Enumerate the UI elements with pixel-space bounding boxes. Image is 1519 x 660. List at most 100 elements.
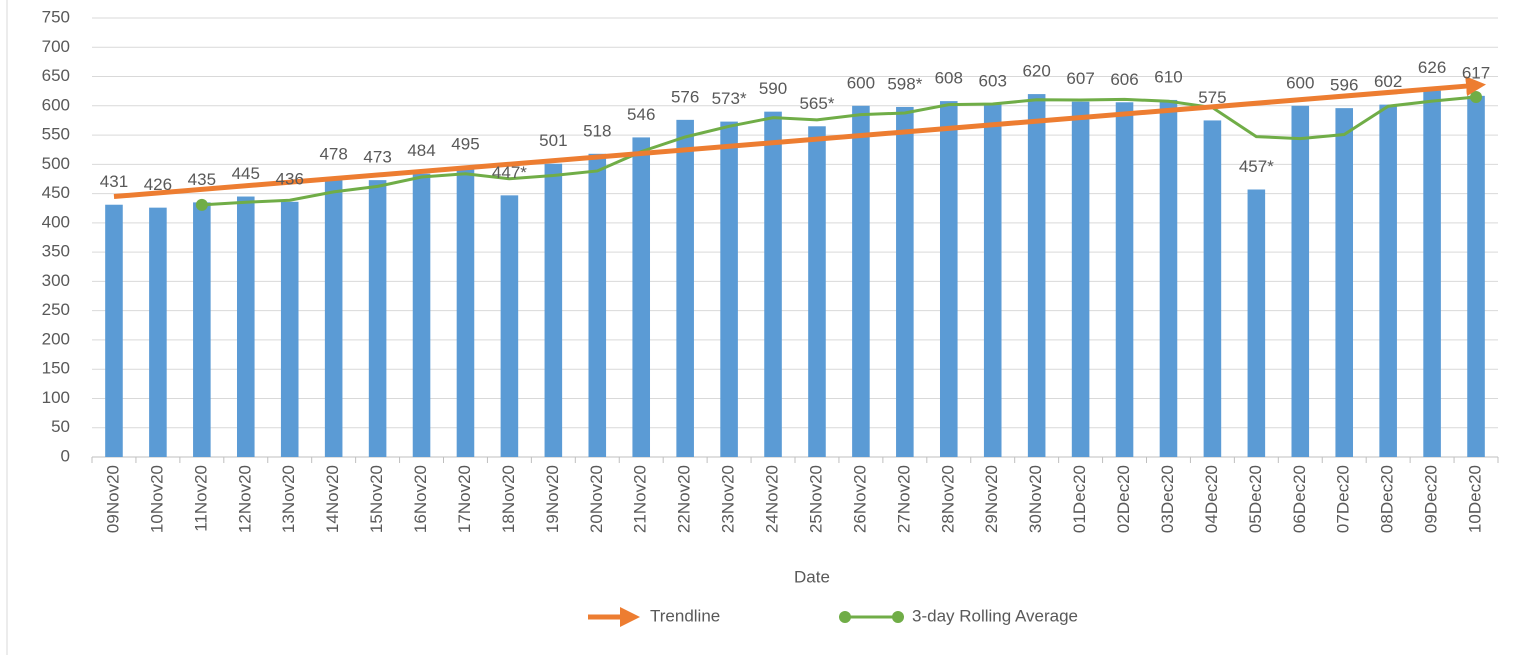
bar [1071, 101, 1090, 457]
bar [412, 173, 431, 457]
x-tick-label: 08Dec20 [1378, 465, 1397, 533]
bar [808, 126, 826, 457]
bar [193, 202, 211, 457]
bar [280, 201, 299, 457]
bar [456, 167, 475, 457]
bar [983, 104, 1002, 457]
data-label: 576 [671, 87, 699, 106]
data-label: 596 [1330, 76, 1358, 95]
bar [1159, 99, 1178, 458]
rolling-average-marker [1470, 91, 1483, 104]
x-tick-label: 19Nov20 [543, 465, 562, 533]
x-tick-label: 23Nov20 [719, 465, 738, 533]
data-label: 426 [144, 175, 172, 194]
bar [588, 153, 607, 457]
x-tick-label: 28Nov20 [938, 465, 957, 533]
data-label: 473 [363, 148, 391, 167]
bar [939, 101, 958, 457]
data-label: 501 [539, 131, 567, 150]
bar [720, 121, 738, 457]
x-tick-label: 22Nov20 [675, 465, 694, 533]
bar [896, 106, 914, 457]
legend-label: Trendline [650, 606, 720, 625]
x-tick-label: 07Dec20 [1334, 465, 1353, 533]
data-label: 546 [627, 105, 655, 124]
legend-rolling-marker [892, 611, 904, 623]
data-label: 600 [847, 73, 875, 92]
y-tick-label: 600 [42, 95, 70, 114]
x-tick-label: 13Nov20 [279, 465, 298, 533]
x-tick-label: 17Nov20 [455, 465, 474, 533]
data-label: 590 [759, 79, 787, 98]
data-label: 602 [1374, 72, 1402, 91]
x-tick-label: 11Nov20 [191, 465, 210, 532]
data-label: 431 [100, 172, 128, 191]
data-label: 447* [492, 163, 527, 182]
x-tick-label: 10Dec20 [1466, 465, 1485, 533]
bar [236, 196, 255, 457]
data-label: 575 [1198, 88, 1226, 107]
data-label: 457* [1239, 157, 1274, 176]
data-label: 626 [1418, 58, 1446, 77]
data-label: 610 [1154, 67, 1182, 86]
y-tick-label: 350 [42, 242, 70, 261]
x-tick-label: 26Nov20 [850, 465, 869, 533]
x-tick-label: 10Nov20 [147, 465, 166, 533]
legend-label: 3-day Rolling Average [912, 606, 1078, 625]
bar [852, 105, 870, 458]
x-tick-label: 01Dec20 [1070, 465, 1089, 533]
x-tick-label: 15Nov20 [367, 465, 386, 533]
trendline [113, 76, 1486, 200]
bar [500, 195, 519, 457]
x-tick-label: 05Dec20 [1246, 465, 1265, 533]
bar [368, 180, 387, 457]
y-tick-label: 200 [42, 329, 70, 348]
data-label: 435 [188, 170, 216, 189]
x-tick-label: 25Nov20 [806, 465, 825, 533]
bar [324, 177, 343, 457]
data-label: 478 [319, 145, 347, 164]
data-label: 620 [1022, 62, 1050, 81]
bar [149, 207, 167, 457]
bar [1247, 189, 1266, 457]
data-label: 565* [799, 94, 834, 113]
x-tick-label: 12Nov20 [235, 465, 254, 533]
bar [544, 163, 563, 458]
x-tick-label: 14Nov20 [323, 465, 342, 533]
x-tick-label: 24Nov20 [763, 465, 782, 533]
bar [1203, 120, 1222, 457]
x-tick-label: 09Dec20 [1422, 465, 1441, 533]
bar [1335, 108, 1354, 458]
y-tick-label: 700 [42, 37, 70, 56]
bar [1291, 105, 1310, 458]
data-label: 603 [979, 72, 1007, 91]
data-label: 608 [935, 69, 963, 88]
y-tick-label: 250 [42, 300, 70, 319]
data-label: 600 [1286, 73, 1314, 92]
data-label: 617 [1462, 63, 1490, 82]
y-tick-label: 450 [42, 183, 70, 202]
y-tick-label: 550 [42, 125, 70, 144]
bar [632, 137, 651, 457]
x-tick-label: 06Dec20 [1290, 465, 1309, 533]
x-tick-label: 16Nov20 [411, 465, 430, 533]
data-label: 607 [1066, 69, 1094, 88]
bar [764, 111, 782, 458]
data-label: 518 [583, 121, 611, 140]
data-label: 484 [407, 141, 435, 160]
bar [1423, 90, 1441, 458]
y-tick-label: 0 [61, 446, 70, 465]
x-axis-label: Date [794, 567, 830, 586]
legend-rolling-marker [839, 611, 851, 623]
y-tick-label: 150 [42, 359, 70, 378]
x-tick-label: 04Dec20 [1202, 465, 1221, 533]
x-tick-label: 30Nov20 [1026, 465, 1045, 533]
data-label: 598* [887, 74, 922, 93]
x-tick-label: 03Dec20 [1158, 465, 1177, 533]
rolling-average-marker [195, 198, 208, 211]
data-label: 573* [712, 89, 747, 108]
data-label: 606 [1110, 70, 1138, 89]
x-tick-label: 09Nov20 [103, 465, 122, 533]
data-label: 495 [451, 135, 479, 154]
